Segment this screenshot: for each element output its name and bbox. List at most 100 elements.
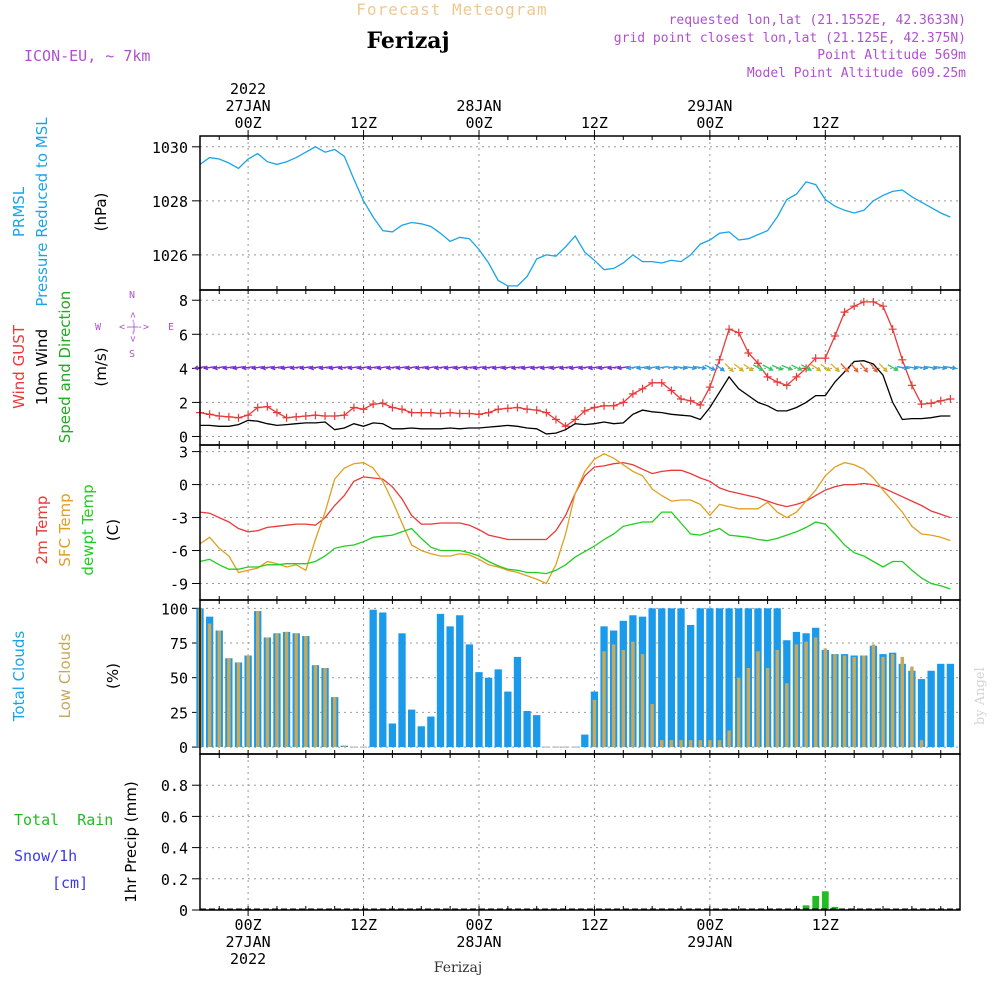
total-cloud-bar (658, 608, 666, 748)
gust-marker (301, 412, 310, 421)
panel-clouds: 0 25 50 75 100 (161, 599, 961, 757)
model-name: ICON-EU, ~ 7km (24, 47, 150, 65)
compass-south: S (129, 349, 135, 360)
total-cloud-bar (946, 663, 955, 748)
gust-marker (792, 372, 801, 381)
total-cloud-bar (927, 670, 935, 748)
y-tick-label: 0.2 (161, 871, 188, 889)
gust-marker (388, 403, 397, 412)
low-cloud-axis-title: Low Clouds (56, 633, 74, 718)
gust-marker (725, 325, 734, 334)
bottom-time-label: 00Z (465, 916, 492, 934)
gust-marker (773, 377, 782, 386)
top-time-label: 00Z (465, 114, 492, 132)
low-cloud-bar (294, 633, 298, 748)
y-tick-label: 0.6 (161, 808, 188, 826)
gust-marker (494, 405, 503, 414)
gust-marker (705, 383, 714, 392)
wind-direction-arrow (529, 365, 543, 371)
total-cloud-bar (465, 644, 474, 748)
gust-marker (330, 412, 339, 421)
wind-direction-arrow (337, 365, 350, 371)
wind-direction-arrow (635, 365, 649, 371)
top-time-label: 12Z (350, 114, 377, 132)
bottom-time-label: 12Z (581, 916, 608, 934)
gust-marker (446, 408, 455, 417)
total-cloud-bar (407, 709, 416, 748)
low-cloud-bar (227, 658, 231, 748)
gust-marker (600, 401, 609, 410)
wind-direction-arrow (395, 365, 408, 371)
y-tick-label: 6 (179, 326, 188, 344)
wind-direction-arrow (510, 365, 523, 371)
wind-direction-arrow (820, 363, 832, 372)
gust-marker (869, 297, 878, 306)
dewpt-line (199, 511, 951, 590)
wind-direction-arrow (231, 365, 244, 371)
gust-marker (340, 411, 349, 420)
wind-direction-arrow (568, 365, 581, 371)
y-tick-label: 2 (179, 394, 188, 412)
gust-marker (657, 378, 666, 387)
total-cloud-bar (494, 669, 502, 748)
low-cloud-bar (727, 730, 731, 748)
panel-precipitation: 0 0.2 0.4 0.6 0.8 (161, 753, 961, 920)
panel-frame (199, 753, 961, 911)
temp-axis-unit: (C) (104, 519, 122, 541)
wind-direction-arrow (520, 365, 533, 371)
wind-direction-arrow (270, 365, 283, 371)
wind-direction-arrow (443, 365, 456, 371)
low-cloud-bar (640, 654, 645, 748)
footer-city: Ferizaj (434, 960, 482, 976)
total-cloud-bar (917, 679, 926, 748)
wind-direction-arrow (675, 365, 688, 371)
rain-bar (821, 891, 829, 910)
bottom-time-label: 29JAN (687, 933, 732, 951)
wind-direction-arrow (850, 362, 859, 373)
wind-direction-arrow (202, 365, 216, 371)
low-cloud-bar (323, 667, 327, 748)
wind-direction-arrow (597, 365, 610, 371)
gust-marker (686, 396, 695, 405)
total-cloud-bar (484, 677, 493, 748)
wind-direction-arrow (578, 365, 591, 371)
rain-bar (812, 895, 820, 910)
wind-direction-arrow (840, 363, 850, 373)
gust-marker (474, 410, 483, 419)
gust-axis-title: Wind GUST (10, 324, 28, 409)
gust-marker (898, 355, 907, 364)
wind-direction-arrow (222, 365, 235, 371)
low-cloud-bar (313, 665, 318, 748)
total-cloud-bar (379, 612, 387, 748)
wind-direction-arrow (289, 365, 302, 371)
low-cloud-bar (852, 656, 856, 748)
wind-direction-arrow (714, 363, 725, 372)
y-tick-label: 0.4 (161, 840, 188, 858)
watermark: by Angel (973, 667, 988, 725)
gust-marker (224, 412, 233, 421)
temp-2m-line (199, 461, 951, 541)
gust-marker (532, 406, 541, 415)
low-cloud-bar (794, 644, 799, 748)
compass-arrows-h: <-|-> (119, 322, 149, 333)
gust-marker (677, 395, 686, 404)
wind-speed-line (200, 360, 951, 435)
compass-rose: N S W E <-|-> <-|-> (95, 290, 174, 360)
gust-marker (426, 408, 435, 417)
gust-marker (436, 409, 445, 418)
bottom-time-label: 27JAN (226, 933, 271, 951)
total-cloud-bar (427, 716, 435, 748)
wind-direction-arrow (587, 365, 600, 371)
wind-direction-arrow (366, 365, 379, 371)
total-cloud-bar (648, 608, 656, 748)
y-tick-label: -3 (170, 510, 188, 528)
gust-marker (619, 398, 628, 407)
total-cloud-bar (686, 624, 695, 748)
gust-marker (263, 402, 272, 411)
y-tick-label: 0.8 (161, 777, 188, 795)
gust-marker (590, 403, 599, 412)
low-cloud-bar (217, 630, 221, 748)
gust-marker (369, 400, 378, 409)
low-cloud-bar (284, 631, 289, 748)
y-tick-label: 50 (170, 670, 188, 688)
